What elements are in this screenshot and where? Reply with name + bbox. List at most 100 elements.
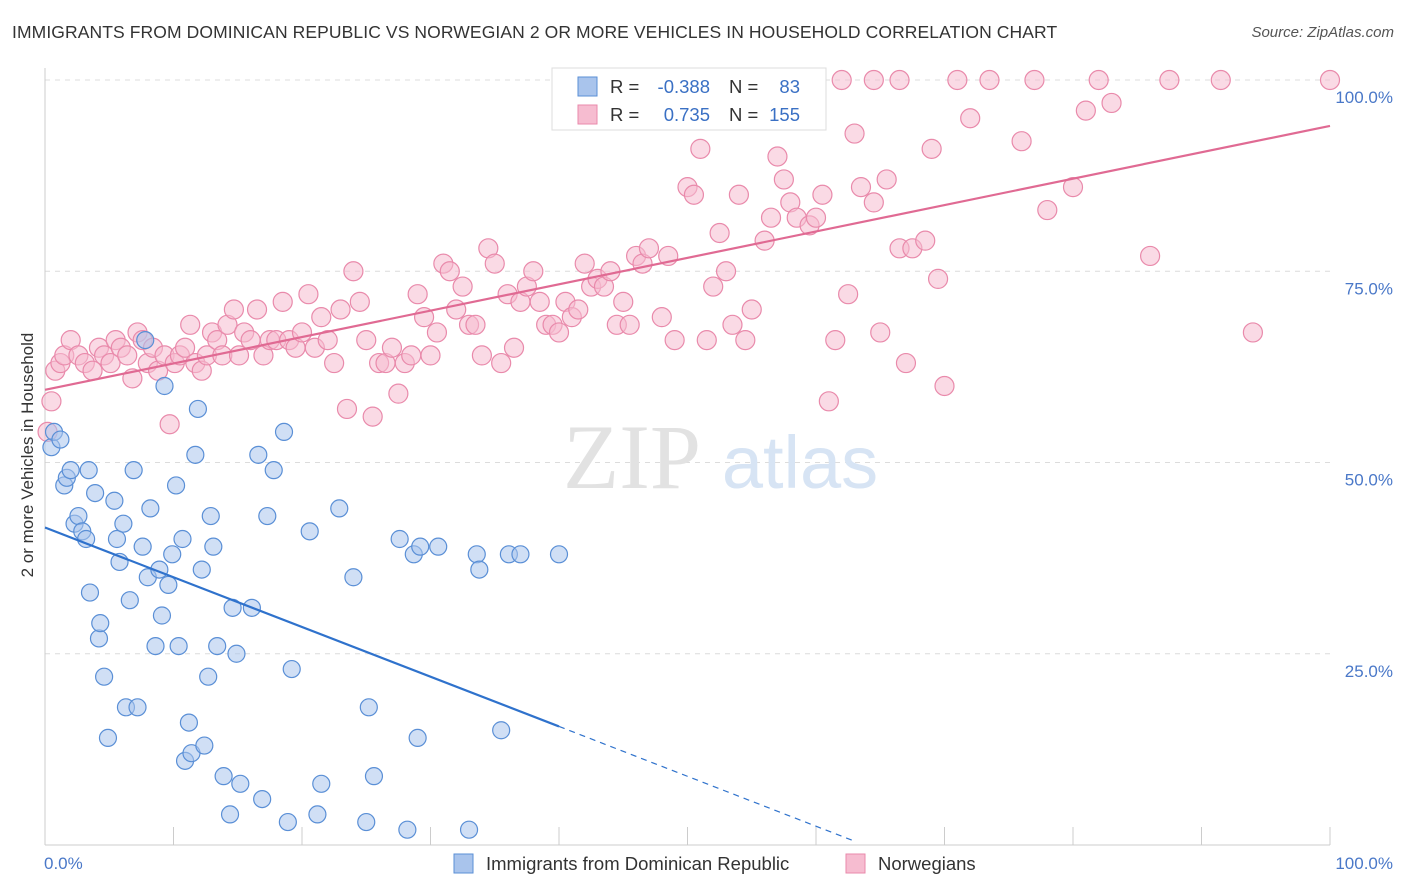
data-point: [1088, 69, 1109, 91]
data-point: [529, 291, 550, 312]
tick-labels: 25.0% 50.0% 75.0% 100.0% 0.0% 100.0%: [44, 88, 1393, 873]
data-point: [136, 331, 155, 350]
data-point: [915, 230, 936, 251]
legend-n-label: N =: [729, 104, 758, 125]
data-point: [484, 253, 505, 274]
data-point: [208, 636, 227, 656]
y-tick-label: 50.0%: [1345, 471, 1393, 490]
data-point: [98, 728, 118, 748]
legend-box: [551, 67, 827, 131]
data-point: [174, 337, 196, 358]
data-point: [452, 276, 473, 297]
data-point: [1101, 92, 1122, 114]
data-point: [114, 514, 133, 533]
dominican-trendline-extension: [558, 725, 855, 842]
data-point: [324, 352, 345, 374]
data-point: [838, 284, 859, 305]
data-point: [61, 461, 80, 480]
data-point: [330, 499, 349, 518]
data-point: [426, 322, 448, 343]
data-point: [1139, 245, 1161, 267]
data-point: [117, 345, 138, 366]
correlation-legend: R = -0.388 N = 83 R = 0.735 N = 155: [551, 67, 827, 131]
data-point: [311, 307, 332, 328]
data-point: [638, 238, 660, 259]
data-point: [201, 506, 220, 526]
bottom-legend-label: Immigrants from Dominican Republic: [486, 853, 789, 874]
data-point: [188, 399, 208, 419]
legend-r-value: 0.735: [664, 104, 710, 125]
data-point: [163, 545, 182, 564]
data-point: [870, 322, 891, 343]
legend-r-label: R =: [610, 104, 639, 125]
data-point: [470, 560, 489, 579]
norwegians-points: [37, 69, 1341, 442]
data-point: [805, 207, 827, 228]
data-point: [709, 222, 730, 244]
legend-n-value: 83: [779, 76, 800, 97]
data-point: [420, 345, 441, 366]
dominican-points: [42, 331, 569, 839]
data-point: [683, 184, 705, 205]
data-point: [549, 545, 569, 564]
data-point: [429, 537, 448, 556]
data-point: [344, 568, 363, 587]
legend-n-value: 155: [769, 104, 800, 125]
data-point: [274, 422, 294, 441]
data-point: [192, 560, 211, 579]
y-tick-label: 25.0%: [1345, 662, 1393, 681]
data-point: [141, 499, 160, 518]
data-point: [844, 123, 865, 144]
data-point: [388, 383, 409, 404]
legend-swatch-blue: [577, 76, 598, 97]
data-point: [503, 337, 525, 358]
data-point: [703, 276, 724, 297]
data-point: [80, 583, 100, 602]
axes: [44, 68, 1331, 846]
data-point: [166, 476, 186, 495]
data-point: [204, 537, 223, 556]
data-point: [128, 698, 147, 717]
data-point: [690, 138, 711, 159]
legend-r-value: -0.388: [658, 76, 710, 97]
data-point: [947, 69, 968, 91]
data-point: [574, 253, 595, 274]
data-point: [41, 391, 62, 412]
data-point: [467, 545, 486, 564]
data-point: [921, 138, 942, 159]
data-point: [246, 299, 268, 320]
data-point: [760, 207, 782, 228]
x-tick-label: 100.0%: [1335, 854, 1393, 873]
data-point: [492, 721, 511, 740]
data-point: [86, 484, 105, 503]
series-legend: Immigrants from Dominican Republic Norweg…: [453, 853, 976, 874]
data-point: [439, 261, 460, 282]
data-point: [927, 268, 949, 289]
data-point: [51, 430, 70, 449]
data-point: [390, 529, 409, 549]
data-point: [696, 330, 717, 351]
data-point: [124, 461, 143, 480]
data-point: [264, 461, 283, 480]
data-point: [91, 614, 110, 633]
data-point: [258, 506, 277, 526]
data-point: [282, 659, 301, 679]
data-point: [146, 636, 165, 656]
data-point: [169, 636, 188, 656]
dominican-trendline: [44, 526, 560, 728]
data-point: [220, 805, 240, 824]
data-point: [1210, 69, 1231, 91]
chart-title: IMMIGRANTS FROM DOMINICAN REPUBLIC VS NO…: [12, 22, 1058, 42]
bottom-legend-swatch-blue: [453, 853, 474, 874]
data-point: [411, 537, 430, 556]
data-point: [651, 307, 672, 328]
data-point: [107, 529, 127, 549]
data-point: [407, 284, 428, 305]
data-point: [362, 406, 383, 427]
data-point: [79, 461, 98, 480]
watermark-atlas: atlas: [722, 421, 878, 504]
data-point: [1319, 69, 1341, 91]
data-point: [1037, 199, 1058, 221]
data-point: [330, 299, 351, 320]
